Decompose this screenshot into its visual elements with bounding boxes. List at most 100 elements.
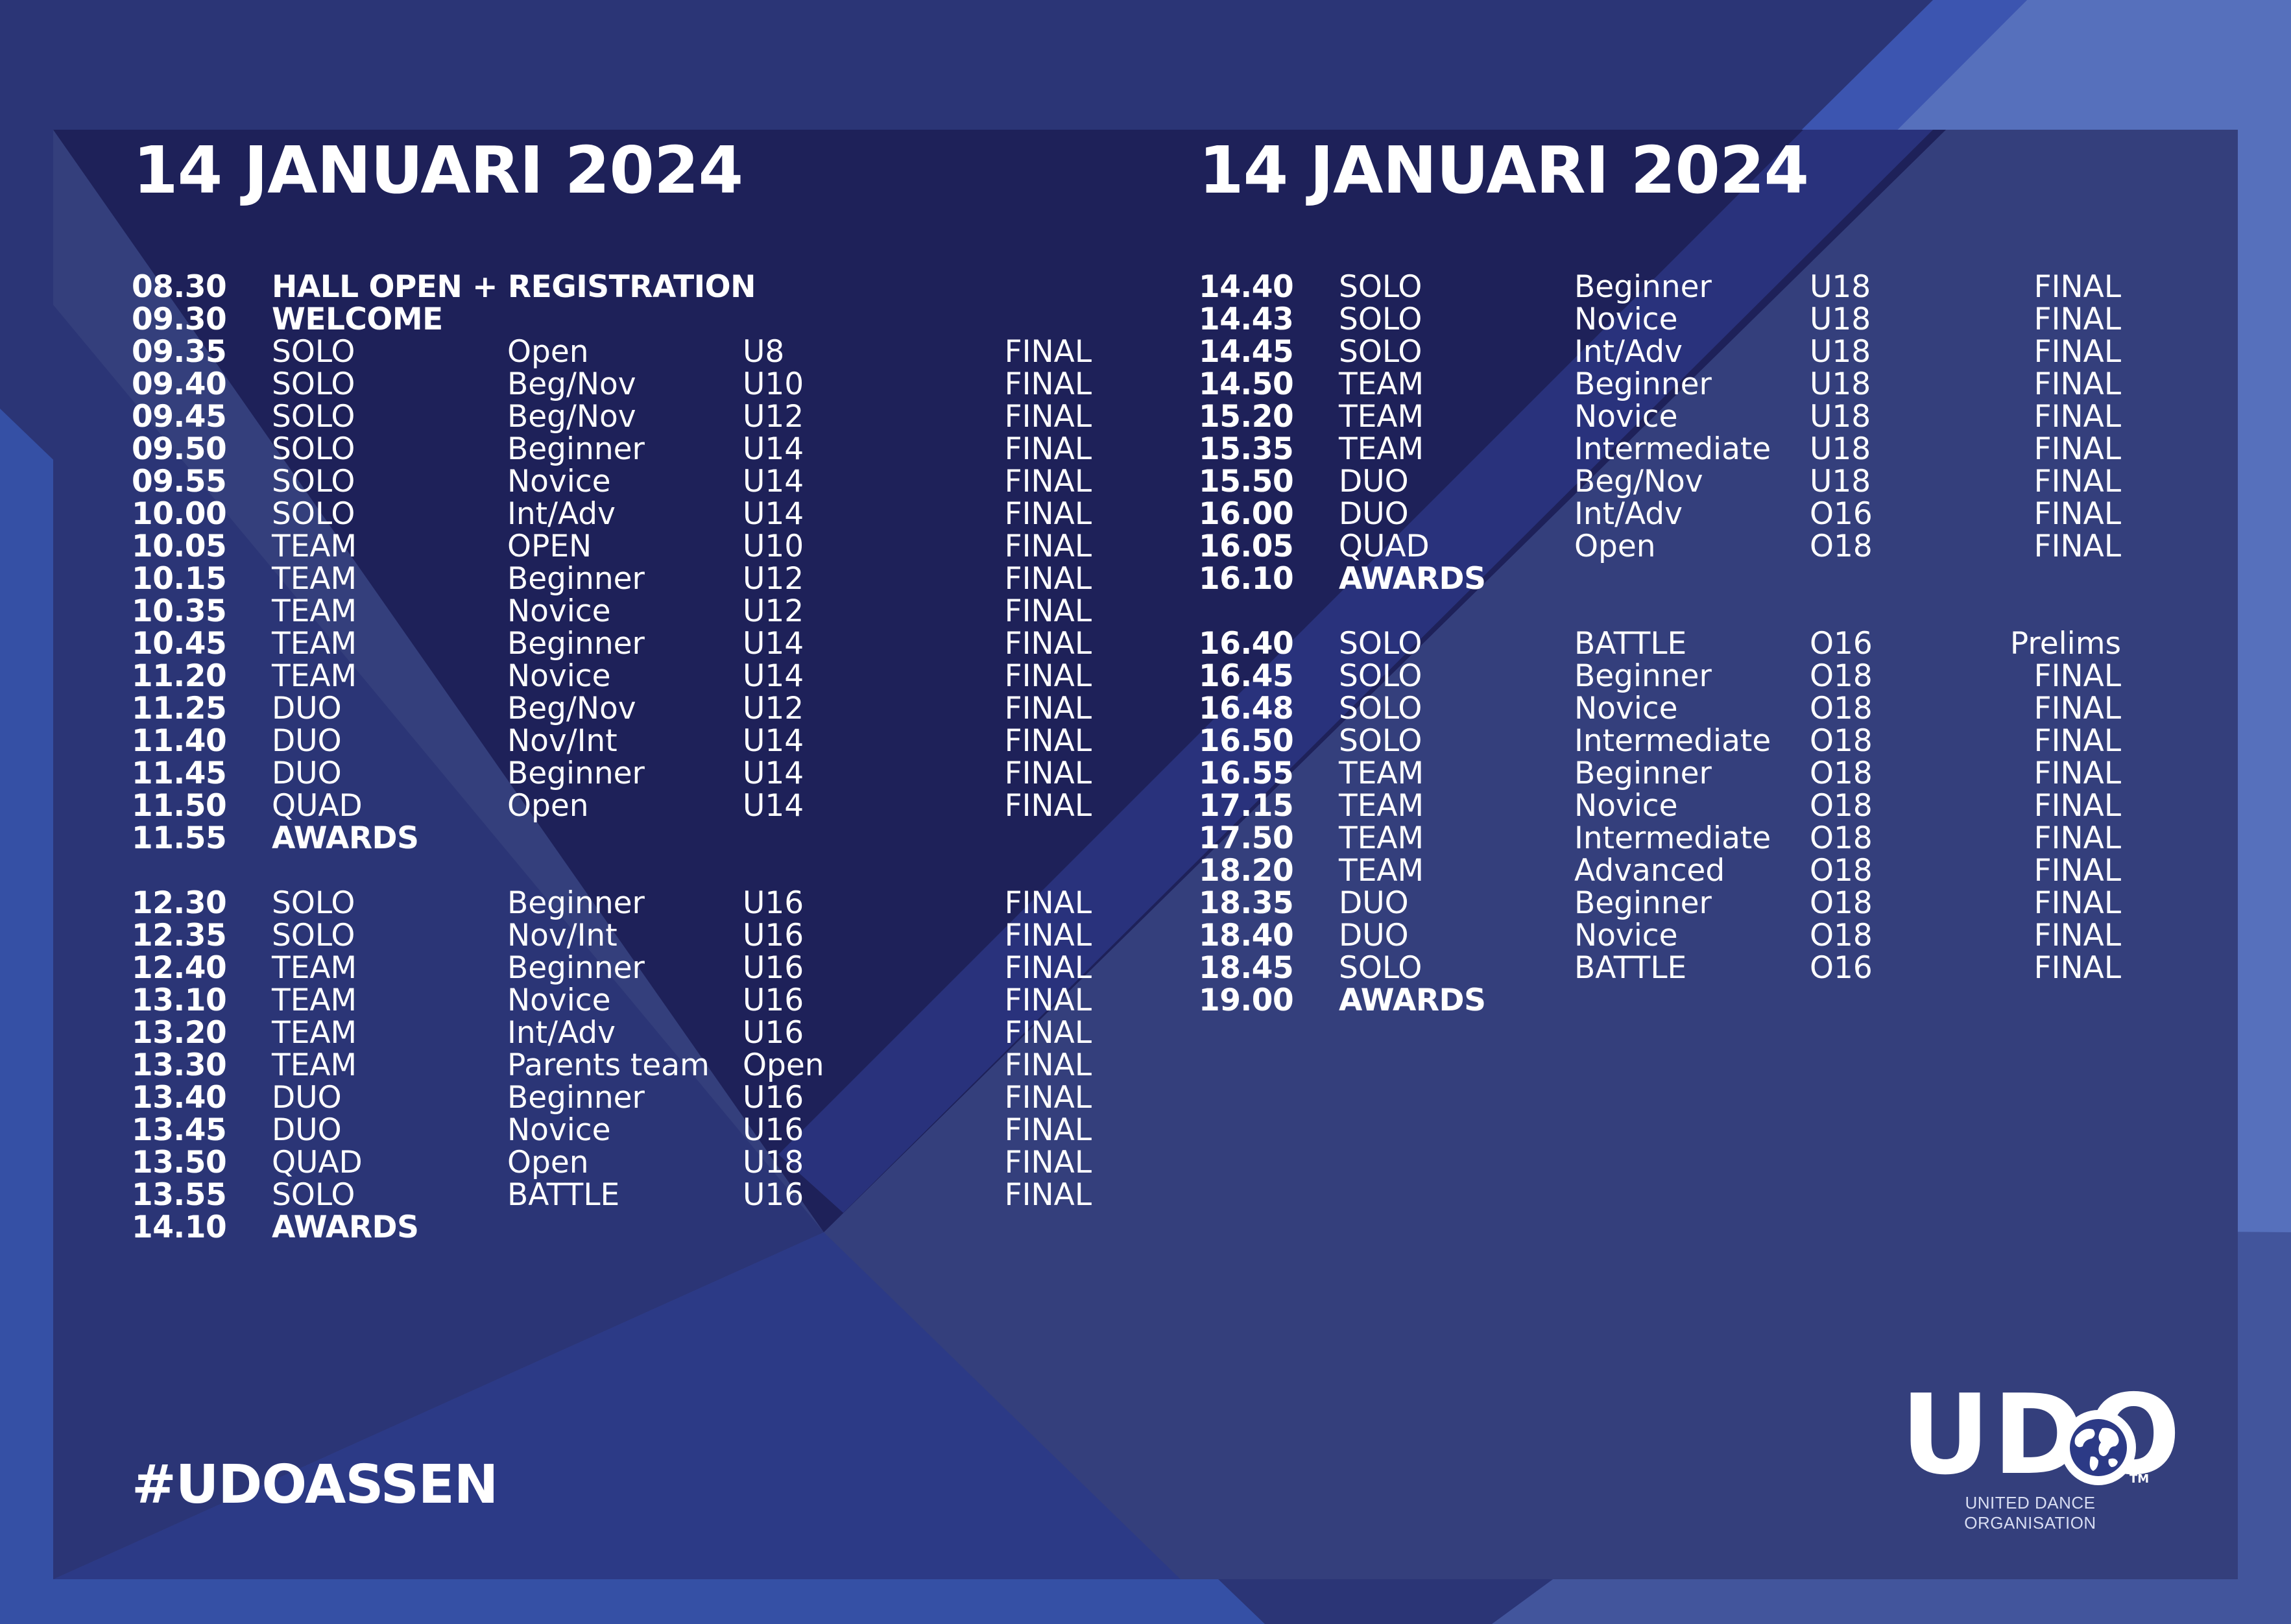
time-cell: 13.40 (132, 1080, 227, 1116)
schedule-row: 12.30 SOLO Beginner U16 FINAL (132, 887, 1092, 920)
round-cell: FINAL (1004, 950, 1092, 986)
time-cell: 12.35 (132, 918, 227, 953)
event-cell: HALL OPEN + REGISTRATION (272, 269, 756, 305)
level-cell: Novice (1574, 691, 1678, 726)
event-cell: SOLO (272, 334, 355, 370)
round-cell: FINAL (2033, 431, 2121, 467)
time-cell: 09.50 (132, 431, 227, 467)
hashtag: #UDOASSEN (132, 1454, 498, 1516)
level-cell: OPEN (507, 529, 592, 564)
trademark-mark: TM (2129, 1472, 2150, 1486)
age-cell: U14 (743, 431, 804, 467)
round-cell: FINAL (1004, 658, 1092, 694)
round-cell: FINAL (1004, 464, 1092, 499)
event-cell: DUO (272, 1112, 342, 1148)
round-cell: FINAL (1004, 1047, 1092, 1083)
event-cell: QUAD (272, 1145, 363, 1180)
schedule-row: 18.35 DUO Beginner O18 FINAL (1199, 887, 2121, 920)
event-cell: DUO (1339, 464, 1409, 499)
age-cell: O18 (1810, 885, 1873, 921)
level-cell: Intermediate (1574, 431, 1771, 467)
event-cell: SOLO (1339, 950, 1422, 986)
time-cell: 16.55 (1199, 756, 1294, 791)
round-cell: FINAL (2033, 756, 2121, 791)
schedule-row: 14.43 SOLO Novice U18 FINAL (1199, 304, 2121, 336)
time-cell: 14.43 (1199, 302, 1294, 337)
round-cell: Prelims (2009, 626, 2121, 662)
round-cell: FINAL (1004, 756, 1092, 791)
round-cell: FINAL (1004, 885, 1092, 921)
round-cell: FINAL (1004, 561, 1092, 597)
schedule-row: 09.40 SOLO Beg/Nov U10 FINAL (132, 368, 1092, 401)
event-cell: TEAM (1339, 820, 1424, 856)
schedule-row: 09.30 WELCOME (132, 304, 1092, 336)
level-cell: Novice (507, 464, 611, 499)
age-cell: U18 (1810, 302, 1871, 337)
time-cell: 10.35 (132, 593, 227, 629)
schedule-row: 15.35 TEAM Intermediate U18 FINAL (1199, 433, 2121, 466)
level-cell: Beginner (507, 561, 645, 597)
level-cell: Beginner (1574, 756, 1712, 791)
time-cell: 09.35 (132, 334, 227, 370)
age-cell: U18 (1810, 399, 1871, 435)
level-cell: Beginner (507, 950, 645, 986)
round-cell: FINAL (1004, 431, 1092, 467)
level-cell: Novice (1574, 399, 1678, 435)
age-cell: U10 (743, 529, 804, 564)
age-cell: U18 (1810, 366, 1871, 402)
round-cell: FINAL (1004, 626, 1092, 662)
level-cell: Beginner (1574, 658, 1712, 694)
level-cell: Beg/Nov (507, 691, 636, 726)
age-cell: O18 (1810, 658, 1873, 694)
age-cell: U12 (743, 593, 804, 629)
age-cell: O18 (1810, 529, 1873, 564)
round-cell: FINAL (1004, 334, 1092, 370)
event-cell: SOLO (1339, 626, 1422, 662)
level-cell: Int/Adv (507, 496, 616, 532)
event-cell: SOLO (272, 496, 355, 532)
age-cell: O18 (1810, 820, 1873, 856)
age-cell: O18 (1810, 723, 1873, 759)
round-cell: FINAL (2033, 820, 2121, 856)
time-cell: 11.50 (132, 788, 227, 824)
event-cell: TEAM (272, 950, 357, 986)
schedule-row: 13.55 SOLO BATTLE U16 FINAL (132, 1179, 1092, 1212)
level-cell: Beg/Nov (1574, 464, 1703, 499)
time-cell: 16.10 (1199, 561, 1294, 597)
age-cell: U12 (743, 561, 804, 597)
schedule-row: 10.15 TEAM Beginner U12 FINAL (132, 563, 1092, 595)
schedule-row: 17.15 TEAM Novice O18 FINAL (1199, 790, 2121, 822)
level-cell: Novice (1574, 302, 1678, 337)
event-cell: TEAM (1339, 788, 1424, 824)
schedule-row: 19.00 AWARDS (1199, 985, 2121, 1017)
time-cell: 11.20 (132, 658, 227, 694)
round-cell: FINAL (2033, 658, 2121, 694)
event-cell: DUO (272, 723, 342, 759)
level-cell: Open (507, 788, 589, 824)
time-cell: 16.05 (1199, 529, 1294, 564)
round-cell: FINAL (1004, 593, 1092, 629)
time-cell: 12.30 (132, 885, 227, 921)
age-cell: U18 (1810, 334, 1871, 370)
level-cell: BATTLE (1574, 950, 1687, 986)
event-cell: QUAD (272, 788, 363, 824)
level-cell: Beginner (507, 885, 645, 921)
event-cell: TEAM (272, 1047, 357, 1083)
event-cell: SOLO (1339, 269, 1422, 305)
round-cell: FINAL (1004, 691, 1092, 726)
age-cell: U16 (743, 1112, 804, 1148)
time-cell: 14.45 (1199, 334, 1294, 370)
round-cell: FINAL (1004, 529, 1092, 564)
event-cell: SOLO (272, 366, 355, 402)
schedule-right: 14.40 SOLO Beginner U18 FINAL 14.43 SOLO Novice… (1199, 271, 2121, 1017)
event-cell: DUO (1339, 496, 1409, 532)
age-cell: U16 (743, 983, 804, 1018)
schedule-row: 11.55 AWARDS (132, 822, 1092, 855)
level-cell: BATTLE (1574, 626, 1687, 662)
time-cell: 09.30 (132, 302, 227, 337)
schedule-row: 16.48 SOLO Novice O18 FINAL (1199, 693, 2121, 725)
round-cell: FINAL (2033, 950, 2121, 986)
schedule-row: 16.55 TEAM Beginner O18 FINAL (1199, 758, 2121, 790)
schedule-row: 11.50 QUAD Open U14 FINAL (132, 790, 1092, 822)
age-cell: U18 (1810, 431, 1871, 467)
